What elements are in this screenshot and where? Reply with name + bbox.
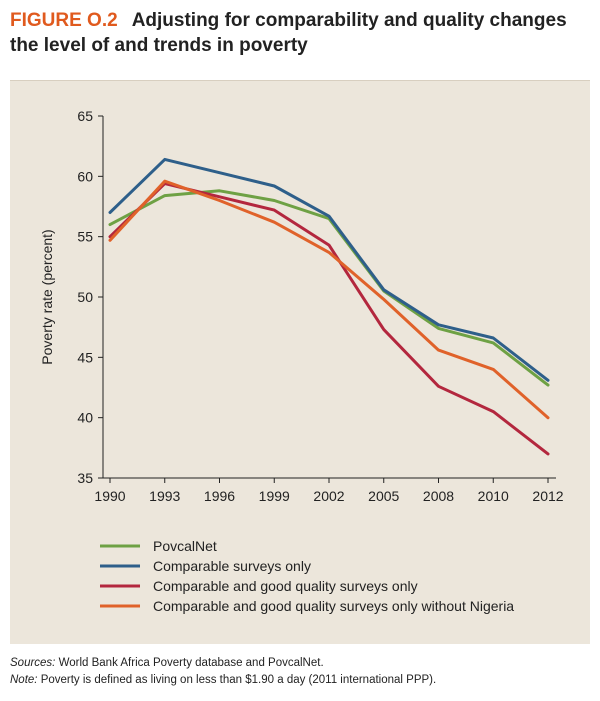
- series-line-povcalnet: [108, 189, 550, 387]
- figure-notes: Sources: World Bank Africa Poverty datab…: [10, 655, 595, 689]
- x-tick-label: 2010: [478, 488, 509, 504]
- note-line: Note: Poverty is defined as living on le…: [10, 672, 595, 689]
- legend-label: Comparable and good quality surveys only…: [153, 598, 514, 614]
- x-tick-label: 1990: [94, 488, 125, 504]
- x-tick-label: 1993: [149, 488, 180, 504]
- series-line-comparable-and-good-quality-surveys-only: [108, 182, 550, 456]
- x-tick-label: 1996: [204, 488, 235, 504]
- y-tick-label: 65: [77, 108, 93, 124]
- series-line-comparable-surveys-only: [108, 157, 550, 382]
- note-label: Note:: [10, 674, 38, 686]
- sources-text: World Bank Africa Poverty database and P…: [55, 657, 324, 669]
- chart-panel: [10, 80, 590, 644]
- y-tick-label: 40: [77, 410, 93, 426]
- y-tick-label: 35: [77, 470, 93, 486]
- y-tick-label: 55: [77, 229, 93, 245]
- series-line-comparable-and-good-quality-surveys-only-without-nigeria: [108, 179, 550, 420]
- note-text: Poverty is defined as living on less tha…: [37, 674, 437, 686]
- x-tick-label: 1999: [259, 488, 290, 504]
- x-tick-label: 2012: [532, 488, 563, 504]
- figure-title-block: FIGURE O.2 Adjusting for comparability an…: [10, 8, 590, 58]
- y-tick-label: 45: [77, 349, 93, 365]
- x-tick-label: 2008: [423, 488, 454, 504]
- y-axis-label: Poverty rate (percent): [39, 229, 55, 364]
- y-tick-label: 50: [77, 289, 93, 305]
- x-tick-label: 2005: [368, 488, 399, 504]
- legend-label: Comparable and good quality surveys only: [153, 578, 418, 594]
- x-tick-label: 2002: [313, 488, 344, 504]
- y-tick-label: 60: [77, 168, 93, 184]
- legend-label: PovcalNet: [153, 538, 217, 554]
- legend-label: Comparable surveys only: [153, 558, 311, 574]
- sources-label: Sources:: [10, 657, 56, 669]
- figure-title: Adjusting for comparability and quality …: [10, 10, 567, 56]
- figure-label: FIGURE O.2: [10, 10, 118, 31]
- sources-line: Sources: World Bank Africa Poverty datab…: [10, 655, 595, 672]
